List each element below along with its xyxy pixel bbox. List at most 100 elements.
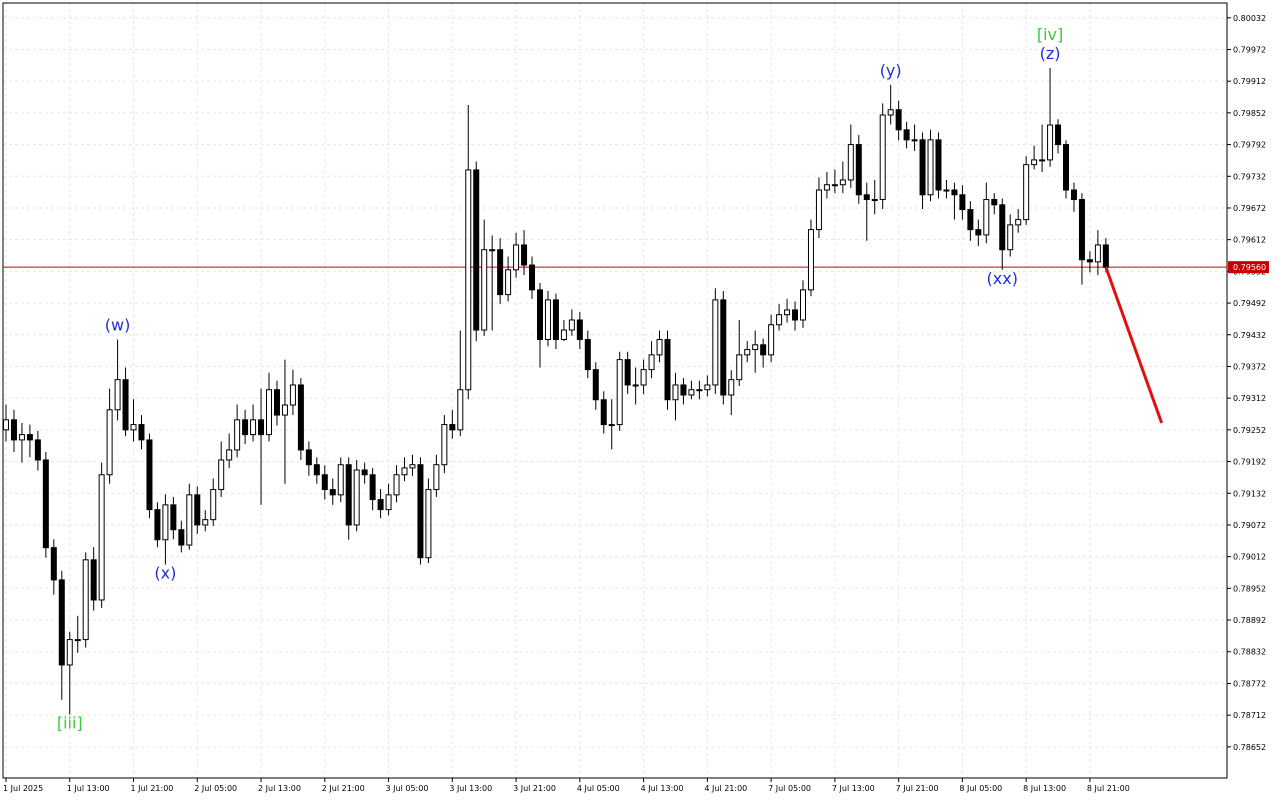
x-tick-label: 7 Jul 05:00 <box>768 784 811 793</box>
y-tick-label: 0.79132 <box>1233 489 1266 498</box>
candle-body <box>194 494 201 526</box>
x-tick-label: 3 Jul 13:00 <box>449 784 492 793</box>
candle-body <box>10 419 17 441</box>
y-tick-label: 0.80032 <box>1233 14 1266 23</box>
candle-body <box>887 109 894 116</box>
candle-body <box>521 244 528 266</box>
candle-body <box>696 389 703 392</box>
candle-body <box>114 379 121 411</box>
candle-body <box>935 139 942 191</box>
candle-body <box>544 299 551 341</box>
candle-body <box>600 399 607 426</box>
candle-body <box>210 489 217 521</box>
candle-body <box>712 299 719 386</box>
candle-body <box>186 494 193 546</box>
candle-body <box>369 474 376 501</box>
candle-body <box>226 449 233 461</box>
y-tick-label: 0.78832 <box>1233 648 1266 657</box>
y-tick-label: 0.79312 <box>1233 394 1266 403</box>
candle-body <box>752 344 759 351</box>
y-tick-label: 0.79852 <box>1233 109 1266 118</box>
candle-body <box>1015 219 1022 226</box>
candle-body <box>728 379 735 396</box>
candle-body <box>895 109 902 131</box>
candle-body <box>704 384 711 391</box>
candle-body <box>401 467 408 476</box>
candle-body <box>1031 159 1038 166</box>
y-tick-label: 0.79612 <box>1233 236 1266 245</box>
candle-body <box>130 424 137 431</box>
candle-body <box>1102 244 1109 268</box>
candle-body <box>393 474 400 496</box>
candle-body <box>951 189 958 196</box>
candle-body <box>457 389 464 431</box>
candle-body <box>273 389 280 416</box>
y-tick-label: 0.79012 <box>1233 553 1266 562</box>
candle-body <box>162 504 169 541</box>
candle-body <box>154 509 161 541</box>
candle-body <box>529 264 536 291</box>
candle-body <box>258 419 265 436</box>
candle-body <box>1078 199 1085 261</box>
candle-body <box>815 189 822 231</box>
y-tick-label: 0.79672 <box>1233 204 1266 213</box>
candle-body <box>3 419 9 431</box>
candle-body <box>1094 244 1101 263</box>
y-tick-label: 0.78712 <box>1233 711 1266 720</box>
candle-body <box>106 409 113 476</box>
plot-frame <box>2 2 1228 779</box>
candle-body <box>321 474 328 491</box>
candle-body <box>74 639 81 642</box>
x-tick-label: 4 Jul 21:00 <box>704 784 747 793</box>
candle-body <box>481 249 488 331</box>
candle-body <box>768 324 775 356</box>
candle-body <box>18 434 25 441</box>
candle-body <box>58 579 65 666</box>
candle-body <box>776 314 783 326</box>
candle-body <box>1070 189 1077 201</box>
candle-body <box>975 229 982 236</box>
candle-body <box>560 329 567 341</box>
candle-body <box>624 359 631 386</box>
candle-body <box>983 199 990 236</box>
y-tick-label: 0.79432 <box>1233 331 1266 340</box>
candle-body <box>385 494 392 511</box>
candle-body <box>465 169 472 391</box>
candle-body <box>433 464 440 491</box>
candle-body <box>807 229 814 291</box>
candle-body <box>999 204 1006 251</box>
candle-body <box>1047 124 1054 161</box>
y-tick-label: 0.79372 <box>1233 362 1266 371</box>
wave-label: [iv] <box>1037 25 1063 44</box>
candle-body <box>138 424 145 441</box>
x-tick-label: 3 Jul 21:00 <box>513 784 556 793</box>
y-tick-label: 0.79732 <box>1233 172 1266 181</box>
candle-body <box>632 384 639 387</box>
y-tick-label: 0.79972 <box>1233 45 1266 54</box>
candle-body <box>82 559 89 641</box>
candle-body <box>305 449 312 466</box>
wave-label: [iii] <box>57 714 83 733</box>
y-tick-label: 0.79192 <box>1233 458 1266 467</box>
candle-body <box>792 309 799 321</box>
x-tick-label: 3 Jul 05:00 <box>386 784 429 793</box>
candle-body <box>202 519 209 526</box>
candle-body <box>170 504 177 531</box>
candle-body <box>337 464 344 496</box>
x-tick-label: 8 Jul 05:00 <box>959 784 1002 793</box>
candle-body <box>991 199 998 206</box>
candle-body <box>50 547 57 581</box>
forecast-line <box>1104 266 1164 424</box>
x-tick-label: 7 Jul 13:00 <box>832 784 875 793</box>
y-tick-label: 0.78892 <box>1233 616 1266 625</box>
candle-body <box>648 354 655 371</box>
candle-body <box>178 529 185 546</box>
candle-body <box>146 439 153 511</box>
candle-body <box>361 469 368 476</box>
candle-body <box>927 139 934 196</box>
candle-body <box>66 639 73 666</box>
x-tick-label: 2 Jul 13:00 <box>258 784 301 793</box>
candle-body <box>90 559 97 601</box>
